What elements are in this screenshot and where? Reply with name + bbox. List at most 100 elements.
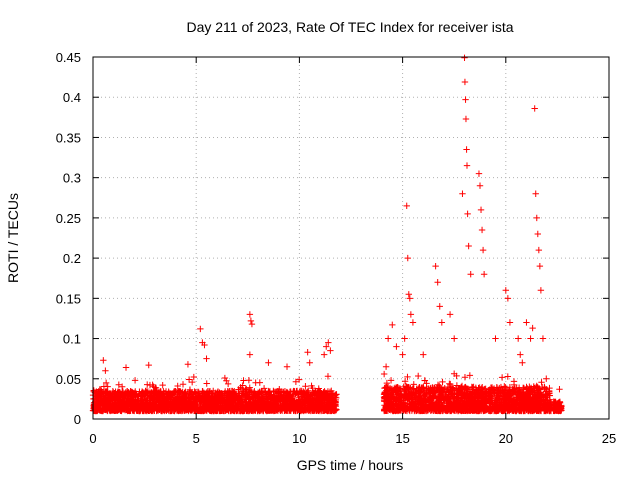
data-point xyxy=(499,374,505,380)
y-tick-label: 0.25 xyxy=(56,211,81,226)
data-point xyxy=(511,378,517,384)
y-tick-label: 0.15 xyxy=(56,291,81,306)
data-point xyxy=(519,359,525,365)
data-point xyxy=(307,359,313,365)
data-point xyxy=(401,335,407,341)
data-point xyxy=(527,335,533,341)
data-point xyxy=(523,319,529,325)
data-point xyxy=(204,380,210,386)
x-tick-label: 15 xyxy=(395,431,409,446)
data-point xyxy=(461,55,467,61)
chart-title: Day 211 of 2023, Rate Of TEC Index for r… xyxy=(186,19,513,35)
data-point xyxy=(492,335,498,341)
data-point xyxy=(246,377,252,383)
data-point xyxy=(420,351,426,357)
y-tick-label: 0 xyxy=(74,412,81,427)
data-point xyxy=(410,319,416,325)
data-point xyxy=(534,215,540,221)
data-point xyxy=(393,343,399,349)
data-point xyxy=(408,311,414,317)
data-point xyxy=(468,271,474,277)
x-tick-label: 20 xyxy=(499,431,513,446)
data-point xyxy=(517,351,523,357)
data-point xyxy=(203,355,209,361)
grid-lines xyxy=(93,57,609,419)
data-point xyxy=(439,319,445,325)
data-point xyxy=(406,291,412,297)
data-point xyxy=(437,303,443,309)
data-point xyxy=(537,263,543,269)
data-point xyxy=(503,287,509,293)
data-point xyxy=(479,227,485,233)
data-point xyxy=(248,318,254,324)
data-point xyxy=(464,211,470,217)
y-tick-label: 0.05 xyxy=(56,372,81,387)
y-tick-label: 0.3 xyxy=(63,171,81,186)
data-point xyxy=(432,263,438,269)
data-point xyxy=(180,381,186,387)
y-tick-label: 0.35 xyxy=(56,130,81,145)
y-tick-label: 0.45 xyxy=(56,50,81,65)
data-point xyxy=(451,335,457,341)
data-point xyxy=(284,364,290,370)
data-point xyxy=(478,207,484,213)
data-point xyxy=(505,295,511,301)
data-point xyxy=(462,79,468,85)
data-point xyxy=(385,335,391,341)
data-point xyxy=(556,386,562,392)
data-point xyxy=(481,271,487,277)
y-tick-label: 0.2 xyxy=(63,251,81,266)
data-point xyxy=(465,243,471,249)
data-point xyxy=(415,373,421,379)
data-point xyxy=(462,96,468,102)
data-point xyxy=(388,377,394,383)
data-point xyxy=(543,376,549,382)
data-points xyxy=(90,55,565,415)
data-point xyxy=(247,311,253,317)
data-point xyxy=(123,364,129,370)
data-point xyxy=(459,191,465,197)
data-point xyxy=(434,279,440,285)
data-point xyxy=(480,247,486,253)
data-point xyxy=(476,170,482,176)
data-point xyxy=(439,379,445,385)
data-point xyxy=(265,359,271,365)
data-point xyxy=(464,162,470,168)
x-tick-label: 0 xyxy=(89,431,96,446)
x-tick-label: 25 xyxy=(602,431,616,446)
data-point xyxy=(531,105,537,111)
data-point xyxy=(536,247,542,253)
data-point xyxy=(197,326,203,332)
data-point xyxy=(102,368,108,374)
data-point xyxy=(132,377,138,383)
data-point xyxy=(321,351,327,357)
data-point xyxy=(463,116,469,122)
data-point xyxy=(304,349,310,355)
data-point xyxy=(383,364,389,370)
x-tick-label: 5 xyxy=(193,431,200,446)
data-point xyxy=(185,361,191,367)
data-point xyxy=(538,379,544,385)
data-point xyxy=(535,231,541,237)
data-point xyxy=(252,380,258,386)
data-point xyxy=(405,255,411,261)
data-point xyxy=(447,311,453,317)
data-point xyxy=(389,322,395,328)
data-point xyxy=(247,351,253,357)
data-point xyxy=(381,371,387,377)
data-point xyxy=(399,351,405,357)
data-point xyxy=(533,191,539,197)
data-point xyxy=(540,335,546,341)
y-tick-label: 0.1 xyxy=(63,332,81,347)
plot-frame xyxy=(93,57,609,419)
y-tick-label: 0.4 xyxy=(63,90,81,105)
data-point xyxy=(327,347,333,353)
y-axis-label: ROTI / TECUs xyxy=(5,193,21,283)
x-tick-label: 10 xyxy=(292,431,306,446)
roti-chart: Day 211 of 2023, Rate Of TEC Index for r… xyxy=(0,0,640,480)
data-point xyxy=(507,319,513,325)
data-point xyxy=(411,381,417,387)
data-point xyxy=(333,391,339,397)
data-point xyxy=(146,362,152,368)
data-point xyxy=(515,335,521,341)
